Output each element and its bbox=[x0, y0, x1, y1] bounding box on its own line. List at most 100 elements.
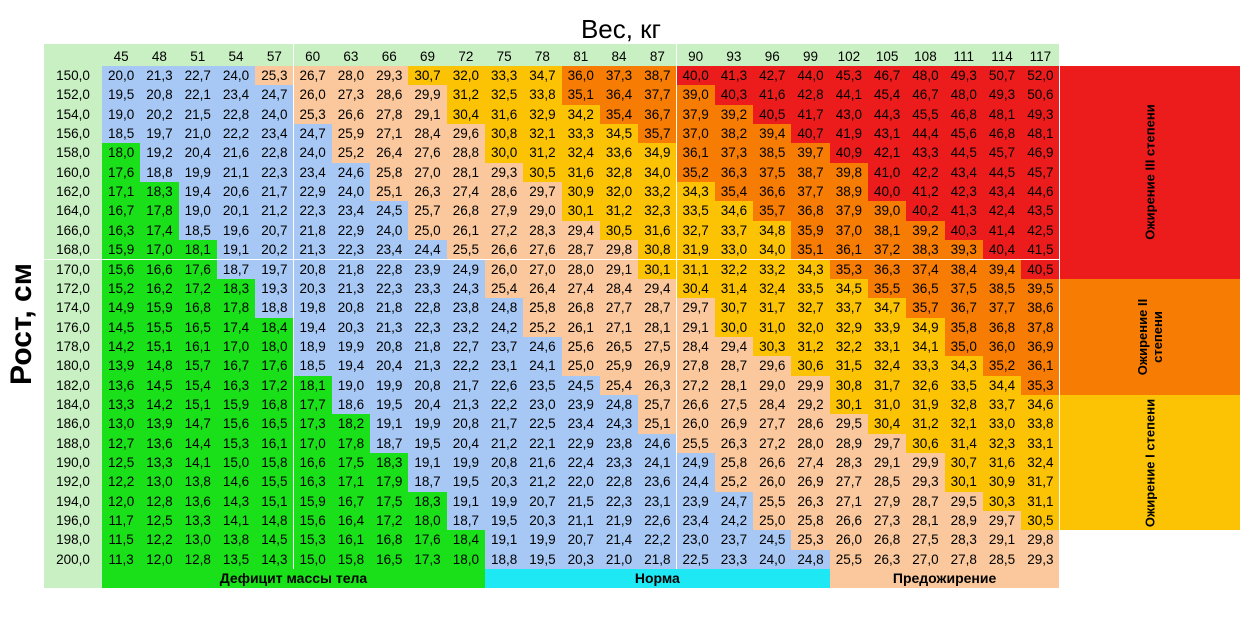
bmi-cell: 23,4 bbox=[561, 414, 600, 434]
weight-header: 90 bbox=[676, 44, 715, 66]
bmi-cell: 40,3 bbox=[944, 220, 983, 241]
bmi-cell: 19,4 bbox=[178, 182, 217, 202]
bmi-cell: 36,9 bbox=[1021, 336, 1060, 357]
bmi-cell: 21,9 bbox=[599, 511, 639, 531]
bmi-cell: 19,3 bbox=[255, 278, 294, 299]
bmi-cell: 24,8 bbox=[485, 298, 524, 318]
bmi-cell: 27,5 bbox=[714, 394, 754, 415]
bmi-cell: 40,9 bbox=[829, 143, 868, 163]
bmi-cell: 25,0 bbox=[561, 356, 600, 376]
bmi-cell: 14,6 bbox=[216, 472, 256, 492]
bmi-cell: 46,8 bbox=[944, 104, 983, 125]
bmi-cell: 33,8 bbox=[1021, 414, 1060, 434]
bmi-cell: 17,1 bbox=[331, 472, 371, 492]
bmi-cell: 24,9 bbox=[446, 259, 485, 279]
bmi-cell: 15,1 bbox=[255, 491, 294, 512]
bmi-cell: 34,9 bbox=[638, 143, 677, 163]
bmi-cell: 17,2 bbox=[370, 511, 409, 531]
height-label: 154,0 bbox=[44, 104, 102, 125]
bmi-cell: 34,8 bbox=[753, 220, 792, 241]
bmi-cell: 37,5 bbox=[753, 162, 792, 183]
x-axis-label: Вес, кг bbox=[580, 14, 662, 44]
bmi-cell: 18,0 bbox=[102, 143, 141, 163]
bmi-cell: 28,5 bbox=[982, 549, 1022, 570]
bmi-cell: 26,1 bbox=[446, 220, 485, 241]
bmi-cell: 42,5 bbox=[1021, 220, 1060, 241]
bmi-cell: 20,8 bbox=[140, 85, 179, 105]
obesity-class-text: Ожирение II степени bbox=[1134, 298, 1165, 376]
bmi-cell: 24,0 bbox=[216, 66, 256, 86]
bmi-cell: 40,0 bbox=[868, 182, 907, 202]
bmi-cell: 35,3 bbox=[829, 259, 868, 279]
bmi-cell: 11,5 bbox=[102, 530, 141, 550]
bmi-cell: 27,7 bbox=[753, 414, 792, 434]
bmi-cell: 17,5 bbox=[370, 491, 409, 512]
bmi-cell: 26,6 bbox=[753, 453, 792, 473]
obesity-class-label: Ожирение II степени bbox=[1059, 278, 1240, 395]
bmi-cell: 39,2 bbox=[714, 104, 754, 125]
bmi-cell: 26,0 bbox=[753, 472, 792, 492]
bmi-cell: 26,9 bbox=[638, 356, 677, 376]
bmi-cell: 13,6 bbox=[102, 375, 141, 395]
bmi-cell: 17,6 bbox=[102, 162, 141, 183]
bmi-cell: 23,1 bbox=[485, 356, 524, 376]
bmi-cell: 37,7 bbox=[791, 182, 830, 202]
bmi-cell: 20,3 bbox=[331, 317, 371, 337]
bmi-cell: 19,0 bbox=[102, 104, 141, 125]
bmi-cell: 20,3 bbox=[561, 549, 600, 570]
bmi-cell: 20,4 bbox=[446, 433, 485, 453]
bmi-cell: 27,1 bbox=[829, 491, 868, 512]
bmi-cell: 23,4 bbox=[216, 85, 256, 105]
bmi-cell: 19,1 bbox=[408, 453, 447, 473]
bmi-cell: 29,2 bbox=[791, 394, 830, 415]
bmi-cell: 14,8 bbox=[255, 511, 294, 531]
bmi-cell: 33,6 bbox=[599, 143, 639, 163]
weight-header: 60 bbox=[293, 44, 332, 66]
bmi-cell: 20,8 bbox=[331, 298, 371, 318]
bmi-cell: 32,0 bbox=[446, 66, 485, 86]
bmi-cell: 24,8 bbox=[599, 394, 639, 415]
bmi-cell: 21,3 bbox=[446, 394, 485, 415]
bmi-cell: 27,0 bbox=[523, 259, 562, 279]
bmi-cell: 34,7 bbox=[868, 298, 907, 318]
bmi-cell: 15,7 bbox=[178, 356, 217, 376]
bmi-cell: 46,8 bbox=[982, 124, 1022, 144]
bmi-cell: 21,5 bbox=[178, 104, 217, 125]
bmi-cell: 16,1 bbox=[331, 530, 371, 550]
bmi-cell: 48,0 bbox=[906, 66, 945, 86]
bmi-cell: 27,6 bbox=[408, 143, 447, 163]
weight-header: 96 bbox=[753, 44, 792, 66]
bmi-cell: 29,4 bbox=[561, 220, 600, 241]
bmi-cell: 19,9 bbox=[485, 491, 524, 512]
bmi-cell: 14,9 bbox=[102, 298, 141, 318]
bmi-cell: 18,0 bbox=[446, 549, 485, 570]
bmi-cell: 25,6 bbox=[561, 336, 600, 357]
bmi-cell: 33,7 bbox=[829, 298, 868, 318]
obesity-class-label: Ожирение I степени bbox=[1059, 394, 1240, 531]
category-band: Дефицит массы тела bbox=[102, 569, 485, 589]
bmi-cell: 26,0 bbox=[829, 530, 868, 550]
bmi-cell: 40,7 bbox=[791, 124, 830, 144]
bmi-cell: 37,4 bbox=[906, 259, 945, 279]
bmi-cell: 30,1 bbox=[561, 201, 600, 221]
bmi-cell: 18,5 bbox=[293, 356, 332, 376]
bmi-cell: 22,8 bbox=[370, 259, 409, 279]
bmi-cell: 19,1 bbox=[370, 414, 409, 434]
bmi-cell: 23,1 bbox=[638, 491, 677, 512]
bmi-cell: 15,9 bbox=[216, 394, 256, 415]
bmi-cell: 41,7 bbox=[791, 104, 830, 125]
bmi-cell: 50,7 bbox=[982, 66, 1022, 86]
bmi-cell: 22,0 bbox=[561, 472, 600, 492]
bmi-cell: 12,0 bbox=[140, 549, 179, 570]
bmi-cell: 21,8 bbox=[331, 259, 371, 279]
bmi-cell: 41,3 bbox=[714, 66, 754, 86]
bmi-cell: 35,2 bbox=[982, 356, 1022, 376]
bmi-cell: 24,5 bbox=[753, 530, 792, 550]
bmi-cell: 18,3 bbox=[408, 491, 447, 512]
bmi-cell: 28,7 bbox=[714, 356, 754, 376]
bmi-cell: 29,3 bbox=[485, 162, 524, 183]
bmi-cell: 13,0 bbox=[102, 414, 141, 434]
bmi-cell: 13,8 bbox=[216, 530, 256, 550]
bmi-cell: 22,3 bbox=[599, 491, 639, 512]
bmi-cell: 21,2 bbox=[485, 433, 524, 453]
